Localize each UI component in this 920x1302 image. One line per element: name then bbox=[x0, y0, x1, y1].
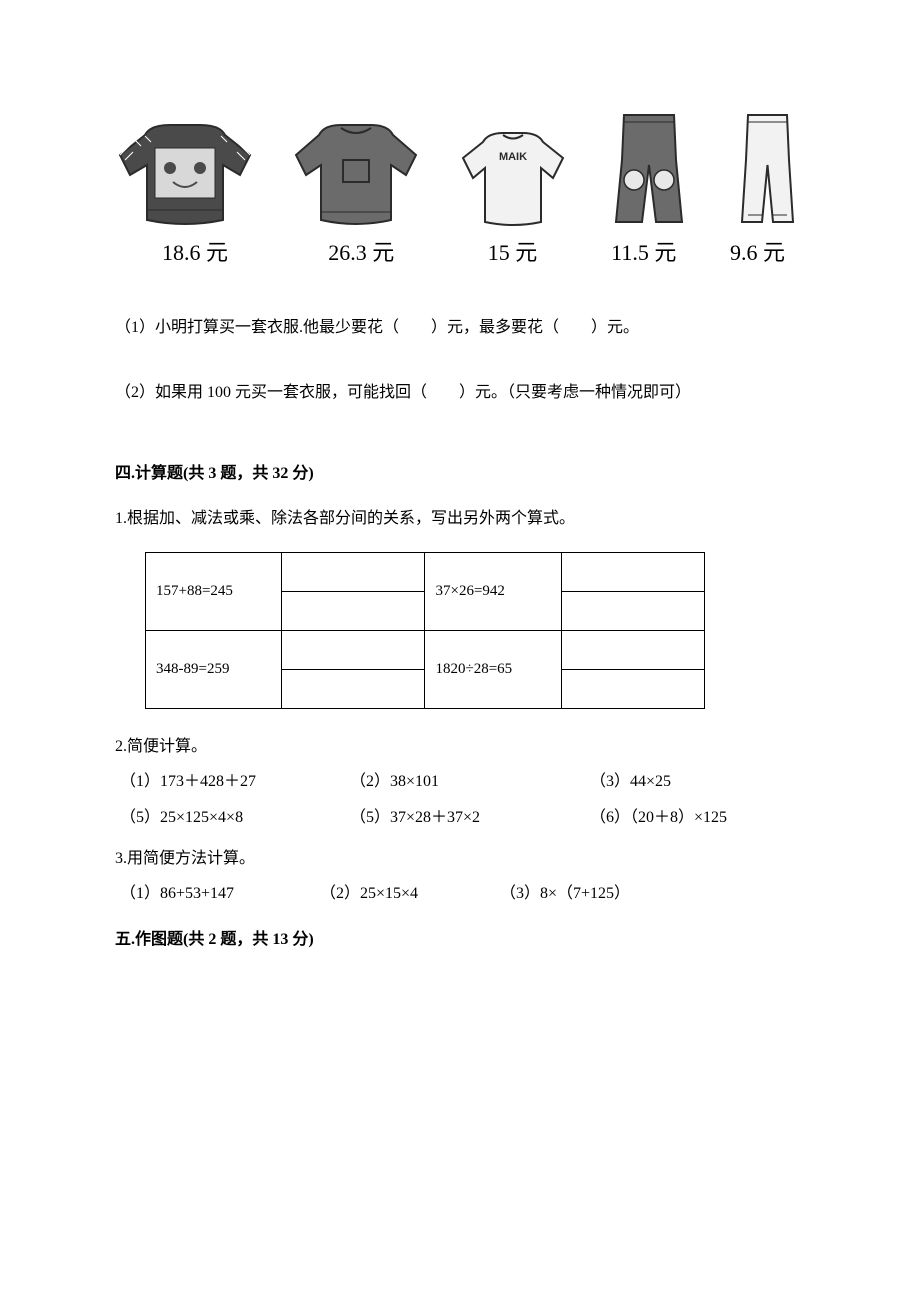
eq-blank bbox=[561, 669, 704, 708]
question-1: （1）小明打算买一套衣服.他最少要花（ ）元，最多要花（ ）元。 bbox=[115, 310, 805, 345]
equation-table: 157+88=245 37×26=942 348-89=259 1820÷28=… bbox=[145, 552, 705, 709]
calc-row-1: （1）173＋428＋27 （2）38×101 （3）44×25 bbox=[115, 769, 805, 795]
worksheet-page: MAIK 18.6 元 26.3 元 15 元 11.5 元 9.6 bbox=[0, 0, 920, 1302]
eq-blank bbox=[282, 669, 425, 708]
calc-2: （2）38×101 bbox=[350, 769, 590, 795]
section-4-p2: 2.简便计算。 bbox=[115, 734, 805, 760]
eq-given-1: 157+88=245 bbox=[146, 552, 282, 630]
clothes-item-shirt-maik: MAIK bbox=[458, 130, 568, 230]
pants-patch-icon bbox=[604, 110, 694, 230]
eq-given-4: 1820÷28=65 bbox=[425, 630, 561, 708]
eq-blank bbox=[282, 591, 425, 630]
section-4-p1: 1.根据加、减法或乘、除法各部分间的关系，写出另外两个算式。 bbox=[115, 506, 805, 532]
clothes-item-sweater-patterned bbox=[115, 120, 255, 230]
shirt-logo-text: MAIK bbox=[498, 151, 526, 163]
calc-6: （6）（20＋8）×125 bbox=[590, 805, 790, 831]
table-row: 157+88=245 37×26=942 bbox=[146, 552, 705, 591]
calc-4: （5）25×125×4×8 bbox=[120, 805, 350, 831]
price-pants-patch: 11.5 元 bbox=[599, 235, 689, 270]
prices-row: 18.6 元 26.3 元 15 元 11.5 元 9.6 元 bbox=[115, 235, 805, 270]
eq-blank bbox=[561, 591, 704, 630]
calc3-row: （1）86+53+147 （2）25×15×4 （3）8×（7+125） bbox=[115, 881, 805, 907]
pants-plain-icon bbox=[730, 110, 805, 230]
calc-5: （5）37×28＋37×2 bbox=[350, 805, 590, 831]
calc3-2: （2）25×15×4 bbox=[320, 881, 500, 907]
section-4-p3: 3.用简便方法计算。 bbox=[115, 846, 805, 872]
eq-given-3: 348-89=259 bbox=[146, 630, 282, 708]
eq-blank bbox=[282, 630, 425, 669]
question-2: （2）如果用 100 元买一套衣服，可能找回（ ）元。（只要考虑一种情况即可） bbox=[115, 375, 805, 410]
calc3-3: （3）8×（7+125） bbox=[500, 881, 700, 907]
eq-blank bbox=[561, 630, 704, 669]
calc-row-2: （5）25×125×4×8 （5）37×28＋37×2 （6）（20＋8）×12… bbox=[115, 805, 805, 831]
calc-1: （1）173＋428＋27 bbox=[120, 769, 350, 795]
table-row: 348-89=259 1820÷28=65 bbox=[146, 630, 705, 669]
eq-given-2: 37×26=942 bbox=[425, 552, 561, 630]
clothes-row: MAIK bbox=[115, 110, 805, 230]
price-pants-plain: 9.6 元 bbox=[720, 235, 795, 270]
price-shirt-maik: 15 元 bbox=[458, 235, 568, 270]
shirt-maik-icon: MAIK bbox=[458, 130, 568, 230]
eq-blank bbox=[282, 552, 425, 591]
price-sweater-plain: 26.3 元 bbox=[296, 235, 426, 270]
clothes-item-pants-patch bbox=[604, 110, 694, 230]
sweater-plain-icon bbox=[291, 120, 421, 230]
calc3-1: （1）86+53+147 bbox=[120, 881, 320, 907]
calc-3: （3）44×25 bbox=[590, 769, 790, 795]
clothes-item-sweater-plain bbox=[291, 120, 421, 230]
eq-blank bbox=[561, 552, 704, 591]
clothes-item-pants-plain bbox=[730, 110, 805, 230]
price-sweater-patterned: 18.6 元 bbox=[125, 235, 265, 270]
sweater-patterned-icon bbox=[115, 120, 255, 230]
section-5-heading: 五.作图题(共 2 题，共 13 分) bbox=[115, 927, 805, 953]
section-4-heading: 四.计算题(共 3 题，共 32 分) bbox=[115, 461, 805, 487]
